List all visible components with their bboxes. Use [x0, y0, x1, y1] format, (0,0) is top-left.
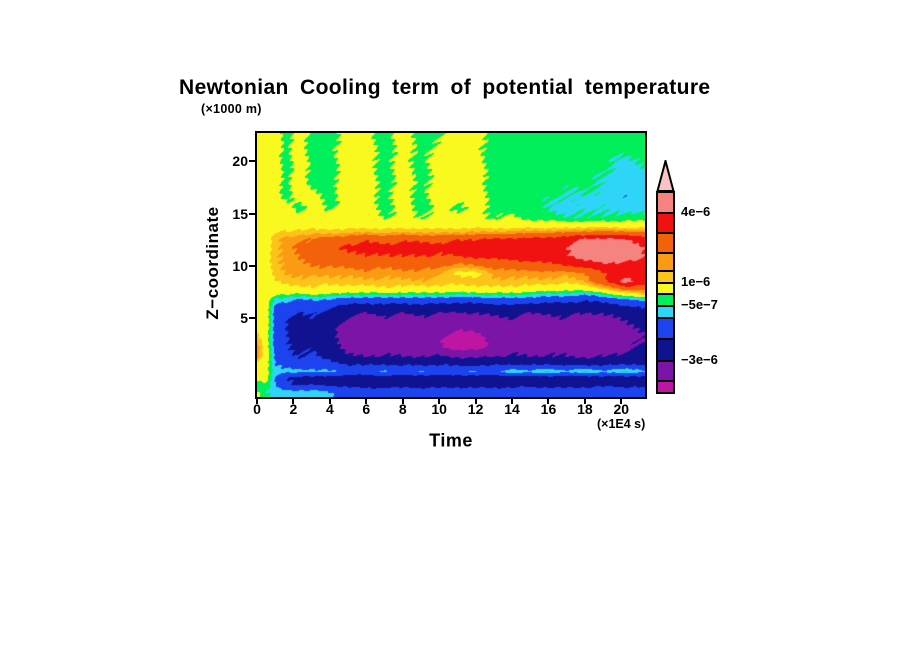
x-tick-mark	[365, 399, 368, 404]
colorbar-segment	[658, 232, 673, 252]
x-tick-mark	[511, 399, 514, 404]
y-tick-label: 20	[232, 153, 248, 170]
x-tick-mark	[401, 399, 404, 404]
x-tick-mark	[547, 399, 550, 404]
colorbar-segment	[658, 338, 673, 360]
x-tick-label: 10	[431, 401, 447, 417]
x-tick-mark	[256, 399, 258, 404]
x-tick-label: 4	[325, 401, 334, 417]
x-tick-mark	[438, 399, 441, 404]
y-tick-mark	[249, 264, 255, 267]
x-tick-label: 2	[289, 401, 298, 417]
colorbar-segment	[658, 193, 673, 212]
y-tick-mark	[249, 317, 255, 320]
y-tick-mark	[249, 160, 255, 163]
chart-title: Newtonian Cooling term of potential temp…	[179, 76, 711, 99]
x-tick-mark	[292, 399, 295, 404]
x-axis-units-label: (×1E4 s)	[597, 417, 646, 431]
colorbar-segment	[658, 360, 673, 380]
x-axis-title: Time	[429, 430, 473, 451]
x-tick-label: 14	[504, 401, 520, 417]
x-tick-mark	[474, 399, 477, 404]
y-tick-label: 5	[240, 310, 248, 327]
colorbar-segment	[658, 270, 673, 282]
x-tick-mark	[328, 399, 331, 404]
colorbar-segment	[658, 252, 673, 270]
x-tick-label: 16	[540, 401, 557, 417]
colorbar-segment	[658, 317, 673, 338]
x-tick-label: 6	[362, 401, 371, 417]
x-tick-mark	[620, 399, 623, 404]
colorbar-segment	[658, 282, 673, 293]
y-tick-label: 15	[232, 205, 248, 222]
x-tick-label: 8	[398, 401, 407, 417]
colorbar-label: 1e−6	[681, 274, 711, 289]
colorbar-segments	[658, 193, 673, 392]
colorbar-segment	[658, 212, 673, 232]
x-tick-label: 20	[613, 401, 630, 417]
x-tick-label: 12	[467, 401, 484, 417]
colorbar-segment	[658, 305, 673, 317]
contour-plot	[255, 131, 647, 399]
colorbar	[656, 191, 675, 394]
colorbar-arrow-icon	[656, 160, 675, 192]
colorbar-arrow-shape	[656, 160, 675, 192]
contour-canvas	[257, 133, 645, 397]
colorbar-segment	[658, 380, 673, 392]
x-tick-label: 0	[253, 401, 261, 417]
colorbar-label: −3e−6	[681, 352, 718, 367]
colorbar-label: 4e−6	[681, 204, 711, 219]
y-tick-label: 10	[232, 257, 248, 274]
colorbar-segment	[658, 293, 673, 305]
y-tick-mark	[249, 212, 255, 215]
x-tick-mark	[583, 399, 586, 404]
y-axis-units-label: (×1000 m)	[201, 102, 262, 116]
colorbar-label: −5e−7	[681, 297, 718, 312]
x-tick-label: 18	[577, 401, 593, 417]
